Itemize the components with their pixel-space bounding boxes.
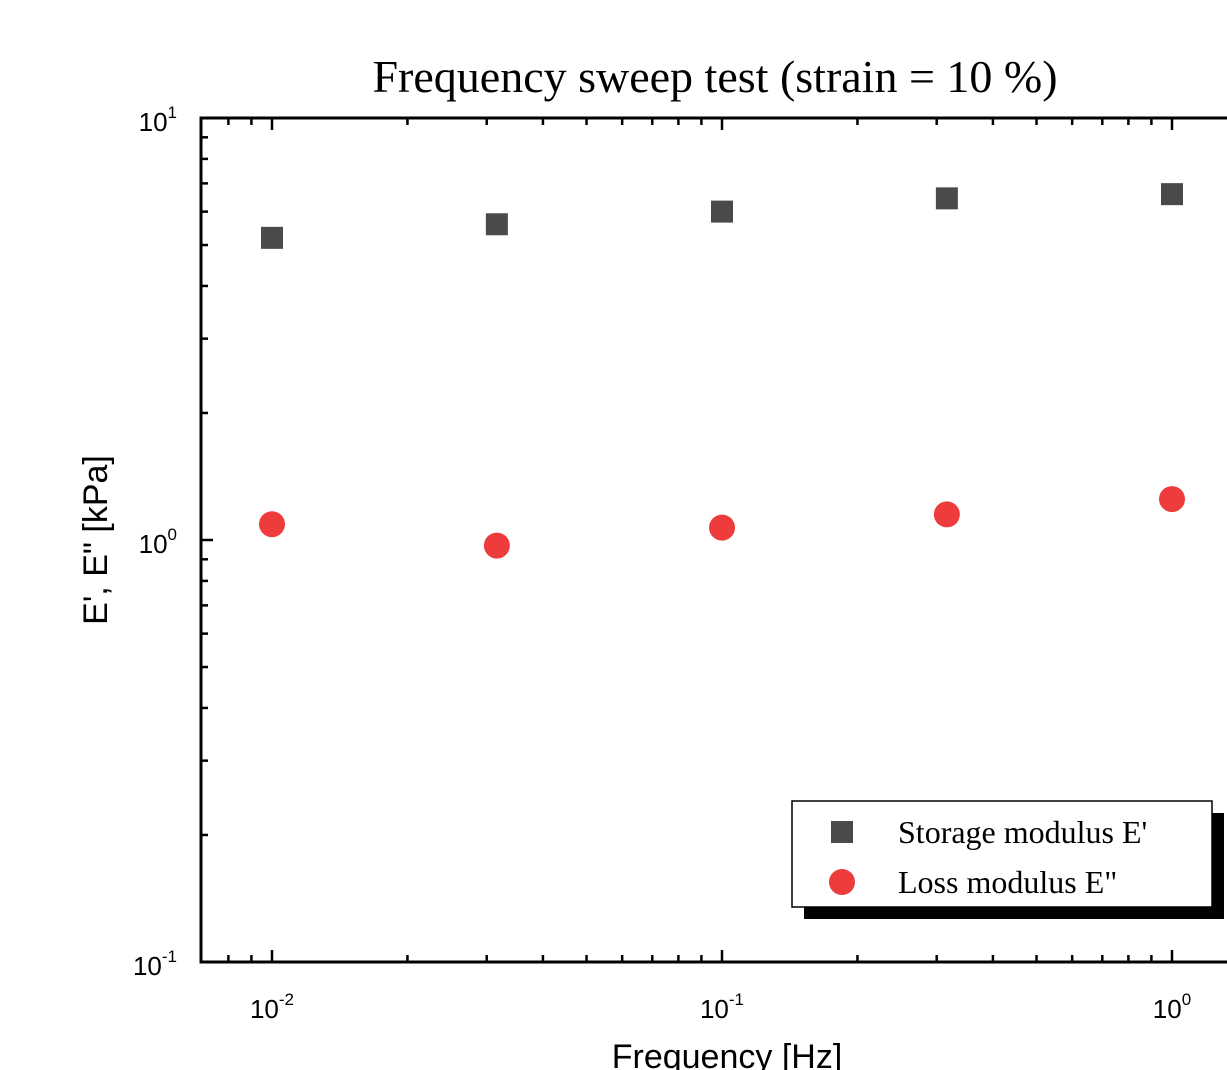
legend-box <box>791 800 1213 908</box>
y-axis-ticks <box>201 116 213 964</box>
y-tick-label: 10-1 <box>133 947 177 981</box>
chart-title: Frequency sweep test (strain = 10 %) <box>372 51 1057 102</box>
x-axis-tick-labels: 10-2 10-1 100 <box>250 990 1191 1024</box>
x-tick-label: 10-2 <box>250 990 294 1024</box>
loss-modulus-point <box>709 514 735 541</box>
legend: Storage modulus E' Loss modulus E" <box>791 800 1224 919</box>
storage-modulus-point <box>1161 183 1183 206</box>
legend-entry-label: Storage modulus E' <box>898 814 1147 850</box>
storage-modulus-point <box>711 200 733 223</box>
storage-modulus-series <box>261 183 1183 249</box>
loss-modulus-point <box>933 501 960 528</box>
y-axis-label: E', E" [kPa] <box>77 455 115 625</box>
data-markers <box>259 183 1185 559</box>
x-tick-label: 100 <box>1153 990 1191 1024</box>
storage-modulus-point <box>261 226 283 249</box>
loss-modulus-point <box>259 511 285 538</box>
legend-entry-label: Loss modulus E" <box>898 864 1117 900</box>
x-axis-ticks <box>227 118 1174 962</box>
loss-modulus-series <box>259 486 1185 559</box>
loss-modulus-point <box>1159 486 1185 513</box>
storage-modulus-point <box>935 187 958 210</box>
x-axis-label: Frequency [Hz] <box>612 1038 843 1070</box>
y-tick-label: 101 <box>139 103 177 137</box>
y-tick-label: 100 <box>139 525 177 559</box>
x-tick-label: 10-1 <box>700 990 744 1024</box>
legend-circle-icon <box>829 869 855 895</box>
legend-square-icon <box>831 821 853 843</box>
storage-modulus-point <box>485 213 508 236</box>
loss-modulus-point <box>483 532 510 559</box>
y-axis-tick-labels: 101 100 10-1 <box>133 103 177 981</box>
